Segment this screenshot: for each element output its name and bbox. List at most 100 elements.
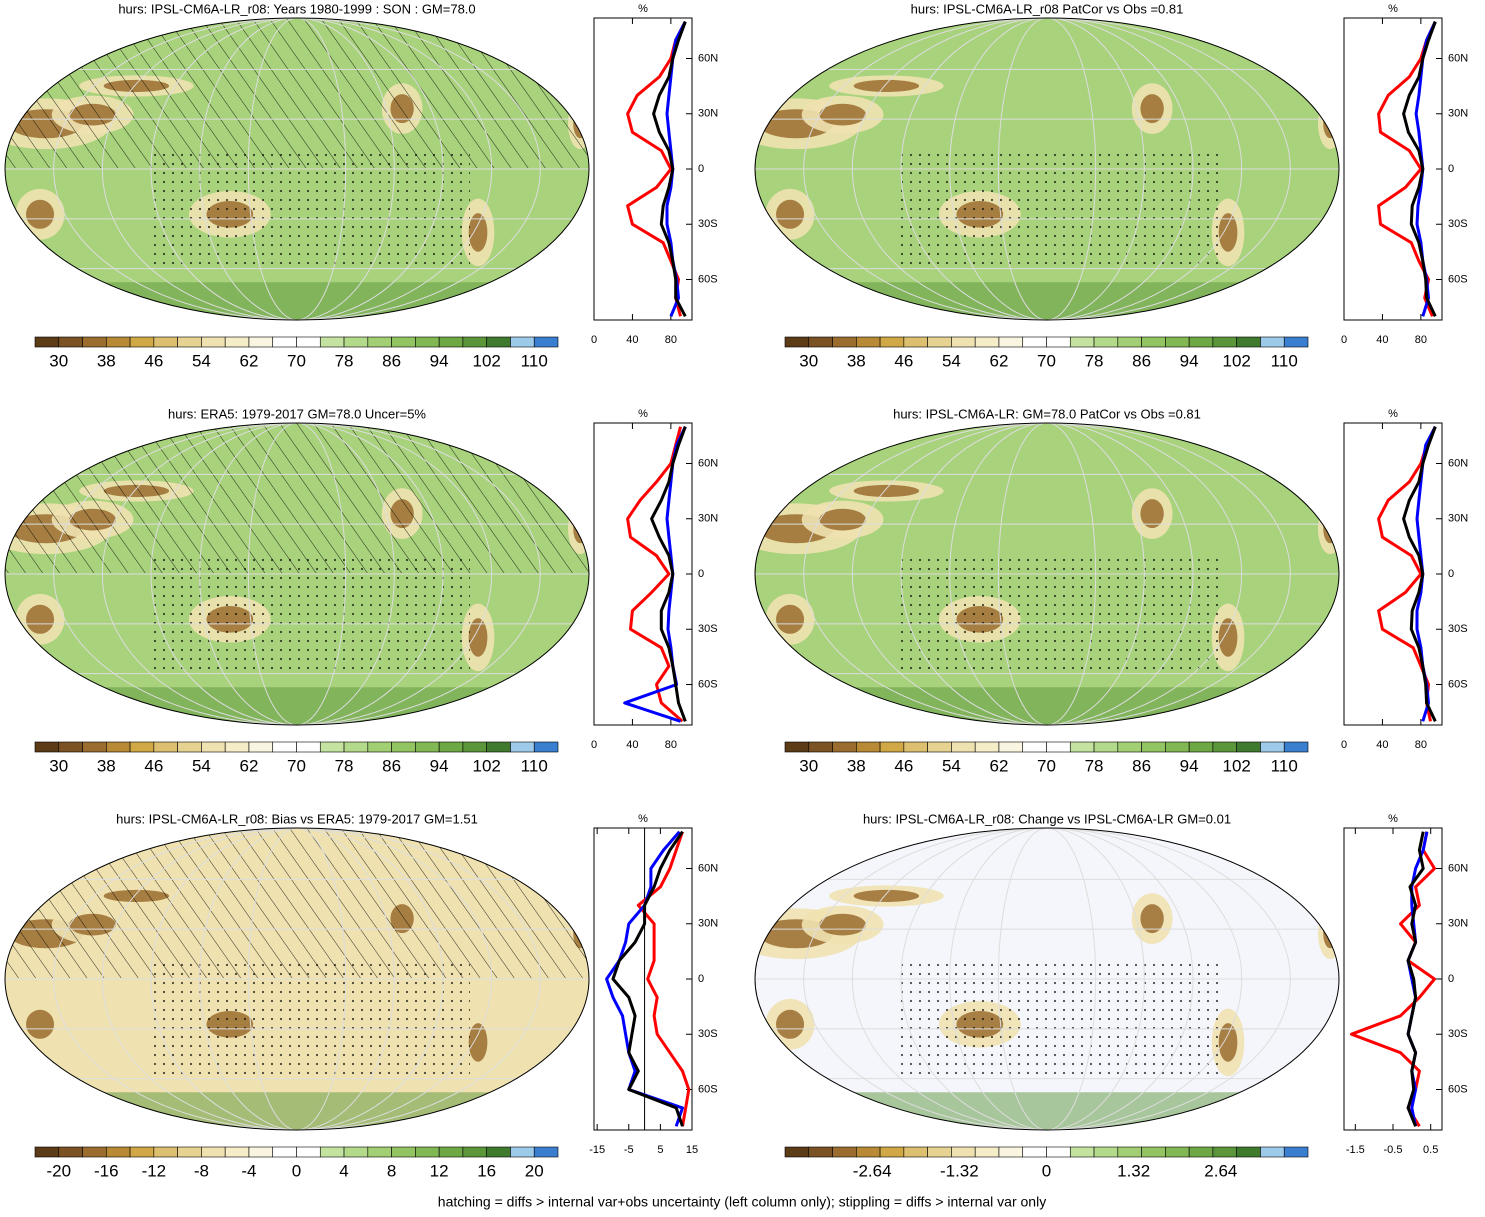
y-tick-label: 60S <box>698 1083 718 1095</box>
colorbar-box <box>272 1146 297 1158</box>
colorbar-box <box>533 741 559 753</box>
x-tick-label: 80 <box>1415 739 1427 751</box>
colorbar-label: 2.64 <box>1204 1161 1237 1180</box>
x-tick-label: 0 <box>1341 334 1347 346</box>
colorbar-label: 110 <box>521 756 548 775</box>
colorbar-box <box>1141 336 1166 348</box>
colorbar-box <box>1283 741 1309 753</box>
x-axis-label: % <box>638 3 648 15</box>
zonal-line <box>611 830 684 1127</box>
colorbar-box <box>510 1146 535 1158</box>
colorbar-box <box>177 1146 202 1158</box>
colorbar-box <box>1283 336 1309 348</box>
y-tick-label: 0 <box>1448 568 1454 580</box>
y-tick-label: 30N <box>698 108 718 120</box>
colorbar-box <box>248 1146 274 1158</box>
colorbar-label: -4 <box>241 1161 256 1180</box>
colorbar-box <box>951 1146 976 1158</box>
y-tick-label: 30S <box>698 623 718 635</box>
colorbar-box <box>343 741 369 753</box>
colorbar-box <box>106 741 131 753</box>
colorbar-label: 0 <box>292 1161 301 1180</box>
colorbar-label: 38 <box>847 351 866 370</box>
y-tick-label: 0 <box>1448 973 1454 985</box>
map-region <box>26 604 55 634</box>
colorbar-box <box>153 741 178 753</box>
colorbar-box <box>1236 336 1261 348</box>
colorbar-box <box>1046 1146 1071 1158</box>
y-tick-label: 30S <box>1448 1028 1468 1040</box>
colorbar-box <box>832 741 857 753</box>
colorbar-box <box>415 336 440 348</box>
stippling <box>900 149 1220 269</box>
colorbar-box <box>1236 741 1261 753</box>
y-tick-label: 0 <box>698 568 704 580</box>
y-tick-label: 30N <box>698 918 718 930</box>
colorbar-label: 46 <box>894 756 913 775</box>
colorbar-box <box>1093 741 1119 753</box>
colorbar-box <box>1165 336 1190 348</box>
colorbar-box <box>486 741 511 753</box>
x-axis-label: % <box>1388 408 1398 420</box>
y-tick-label: 60N <box>1448 457 1468 469</box>
colorbar-box <box>177 336 202 348</box>
colorbar-box <box>1212 1146 1237 1158</box>
x-tick-label: 15 <box>686 1144 698 1156</box>
colorbar-box <box>367 741 392 753</box>
map-region <box>1317 503 1339 555</box>
colorbar-box <box>391 1146 416 1158</box>
colorbar-box <box>927 336 952 348</box>
x-tick-label: -5 <box>624 1144 634 1156</box>
colorbar-label: 20 <box>525 1161 544 1180</box>
colorbar-box <box>1165 741 1190 753</box>
colorbar-box <box>903 336 928 348</box>
colorbar-box <box>974 1146 1000 1158</box>
colorbar-label: 70 <box>287 351 306 370</box>
x-tick-label: 40 <box>626 334 638 346</box>
colorbar-box <box>1188 1146 1214 1158</box>
polar-band <box>755 687 1339 725</box>
colorbar-box <box>1260 741 1285 753</box>
colorbar-label: 78 <box>1085 351 1104 370</box>
map-region <box>1218 618 1238 657</box>
y-tick-label: 60N <box>698 862 718 874</box>
colorbar-box <box>201 1146 226 1158</box>
zonal-line <box>1377 426 1437 722</box>
colorbar-box <box>224 1146 250 1158</box>
colorbar-box <box>367 336 392 348</box>
colorbar-label: -16 <box>94 1161 119 1180</box>
map-region <box>26 1009 55 1039</box>
colorbar-box <box>486 1146 511 1158</box>
zonal-line <box>1402 426 1437 722</box>
colorbar-box <box>462 1146 487 1158</box>
map-region <box>1317 98 1339 150</box>
colorbar-label: 54 <box>192 756 211 775</box>
colorbar-label: 94 <box>1180 351 1199 370</box>
colorbar-box <box>296 1146 321 1158</box>
colorbar-label: 30 <box>49 756 68 775</box>
zonal-line <box>1406 831 1425 1127</box>
colorbar-box <box>510 336 535 348</box>
colorbar-box <box>343 336 369 348</box>
x-tick-label: 0 <box>591 334 597 346</box>
footer-note: hatching = diffs > internal var+obs unce… <box>438 1194 1046 1210</box>
x-tick-label: 80 <box>665 739 677 751</box>
map-title: hurs: IPSL-CM6A-LR_r08: Years 1980-1999 … <box>118 1 475 16</box>
x-tick-label: -1.5 <box>1346 1144 1365 1156</box>
polar-band <box>5 282 589 320</box>
colorbar-label: 86 <box>382 756 401 775</box>
colorbar-label: 1.32 <box>1117 1161 1150 1180</box>
colorbar-box <box>808 336 833 348</box>
colorbar-box <box>1260 336 1285 348</box>
colorbar-label: 94 <box>430 351 449 370</box>
y-tick-label: 60N <box>1448 862 1468 874</box>
colorbar-box <box>1141 1146 1166 1158</box>
polar-band <box>755 1092 1339 1130</box>
colorbar-label: 38 <box>847 756 866 775</box>
x-tick-label: 0 <box>591 739 597 751</box>
colorbar-box <box>34 741 60 753</box>
colorbar-box <box>391 336 416 348</box>
map-region <box>1218 1023 1238 1062</box>
colorbar-label: 12 <box>430 1161 449 1180</box>
